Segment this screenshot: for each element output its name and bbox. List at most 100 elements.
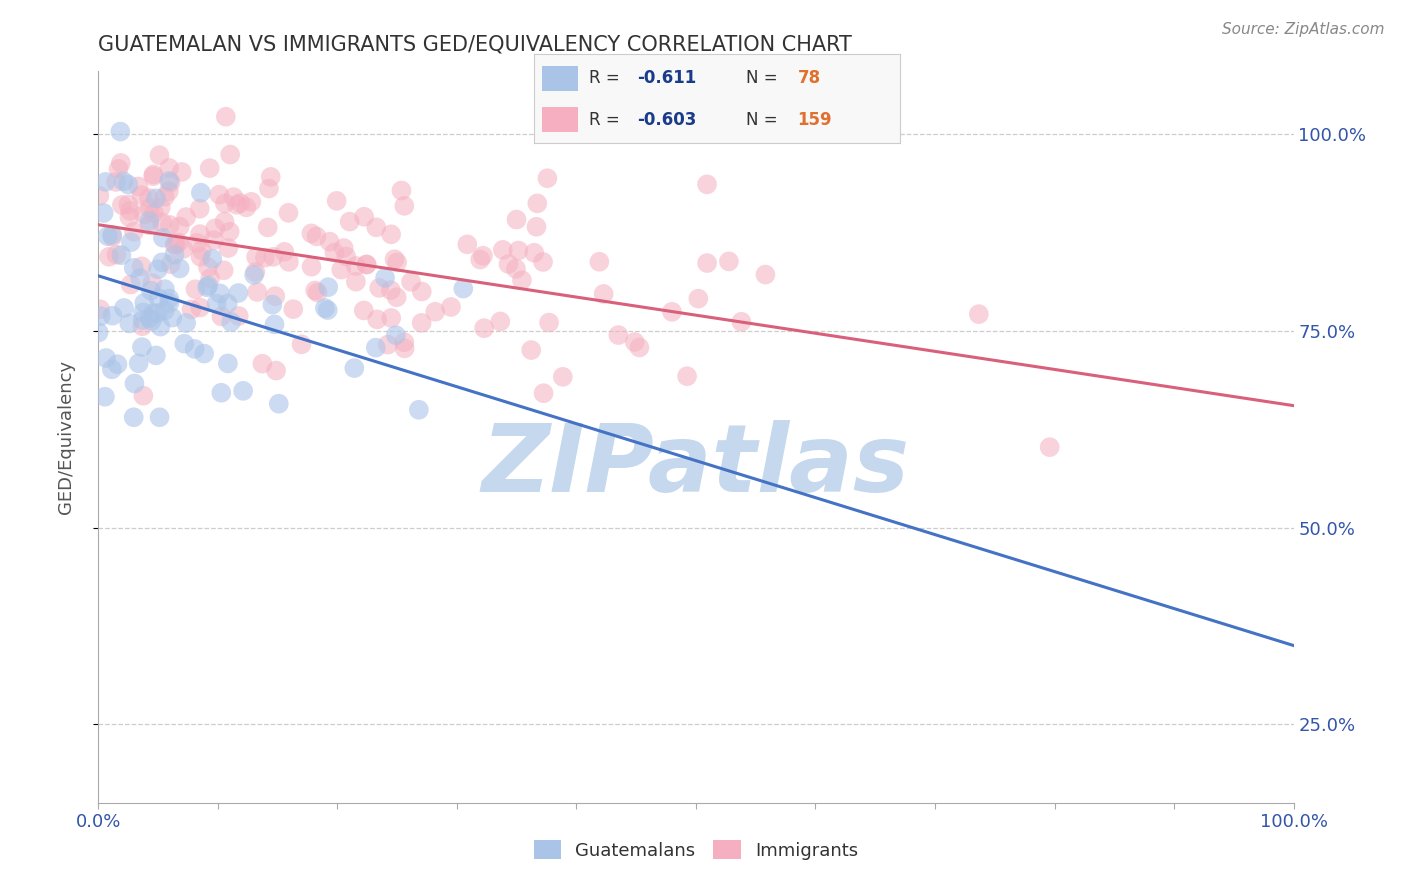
Text: -0.603: -0.603: [637, 111, 696, 128]
Point: [385, 255, 408, 269]
Point: [148, 148, 170, 162]
Point: [399, 275, 422, 289]
Text: Source: ZipAtlas.com: Source: ZipAtlas.com: [1222, 22, 1385, 37]
Point: [131, 319, 153, 334]
Point: [505, 212, 527, 227]
Point: [307, 285, 329, 300]
Point: [533, 386, 555, 401]
Point: [208, 187, 231, 202]
Point: [290, 337, 312, 351]
Point: [159, 176, 181, 190]
Point: [526, 219, 548, 234]
Point: [138, 201, 160, 215]
Point: [138, 219, 160, 233]
Point: [453, 282, 475, 296]
Bar: [541, 107, 578, 132]
Point: [128, 356, 150, 370]
Point: [217, 296, 239, 310]
Point: [245, 265, 267, 279]
Point: [471, 249, 494, 263]
Point: [353, 303, 375, 318]
Point: [110, 124, 132, 138]
Point: [212, 263, 235, 277]
Point: [118, 317, 141, 331]
Point: [523, 245, 546, 260]
Point: [169, 261, 191, 276]
Point: [676, 369, 699, 384]
Point: [531, 255, 554, 269]
Point: [696, 256, 718, 270]
Point: [218, 225, 240, 239]
Point: [104, 175, 127, 189]
Text: 78: 78: [797, 70, 821, 87]
Point: [183, 342, 205, 356]
Point: [105, 248, 128, 262]
Text: ZIPatlas: ZIPatlas: [482, 420, 910, 512]
Point: [142, 306, 165, 320]
Point: [204, 221, 226, 235]
Point: [90, 309, 112, 323]
Point: [110, 248, 132, 262]
Point: [380, 227, 402, 242]
Point: [129, 271, 152, 285]
Point: [623, 334, 645, 349]
Point: [162, 310, 184, 325]
Point: [93, 206, 115, 220]
Point: [228, 309, 250, 323]
Point: [305, 229, 328, 244]
Point: [120, 277, 142, 292]
Point: [257, 181, 280, 195]
Point: [153, 282, 176, 296]
Point: [169, 219, 191, 234]
Point: [408, 402, 430, 417]
Point: [153, 190, 176, 204]
Point: [245, 250, 267, 264]
Point: [142, 169, 165, 184]
Point: [505, 261, 527, 276]
Point: [368, 281, 391, 295]
Point: [366, 312, 388, 326]
Point: [138, 214, 160, 228]
Point: [127, 179, 149, 194]
Point: [117, 197, 139, 211]
Point: [339, 214, 361, 228]
Point: [717, 254, 740, 268]
Point: [97, 229, 120, 244]
Point: [152, 230, 174, 244]
Point: [374, 270, 396, 285]
Point: [344, 275, 367, 289]
Point: [283, 302, 305, 317]
Point: [101, 362, 124, 376]
Point: [145, 348, 167, 362]
Point: [316, 303, 339, 318]
Point: [243, 268, 266, 282]
Point: [107, 161, 129, 176]
Point: [318, 235, 340, 249]
Point: [138, 191, 160, 205]
Point: [967, 307, 990, 321]
Text: N =: N =: [747, 70, 778, 87]
Point: [277, 206, 299, 220]
Point: [215, 110, 238, 124]
Point: [112, 174, 135, 188]
Point: [377, 337, 399, 351]
Point: [411, 316, 433, 330]
Point: [186, 235, 208, 250]
Point: [145, 191, 167, 205]
Point: [174, 316, 197, 330]
Point: [163, 247, 186, 261]
Point: [492, 243, 515, 257]
Point: [551, 369, 574, 384]
Point: [526, 196, 548, 211]
Point: [344, 259, 367, 273]
Point: [149, 319, 172, 334]
Point: [131, 340, 153, 354]
Bar: [541, 66, 578, 91]
Point: [101, 227, 124, 242]
Point: [159, 257, 181, 271]
Point: [117, 178, 139, 192]
Point: [208, 286, 231, 301]
Point: [94, 351, 117, 365]
Point: [184, 282, 207, 296]
Point: [325, 194, 347, 208]
